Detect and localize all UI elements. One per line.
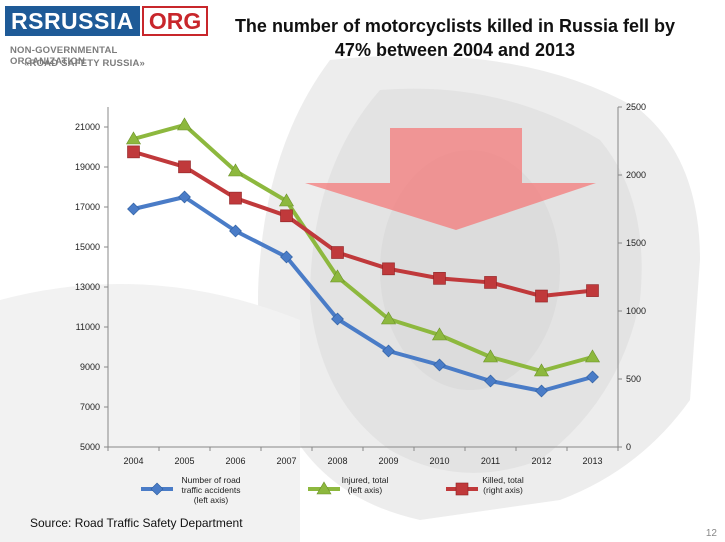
series-line-accidents xyxy=(133,195,594,393)
legend-label-accidents: (left axis) xyxy=(194,495,229,505)
data-point-injured xyxy=(533,363,550,377)
chart-title: The number of motorcyclists killed in Ru… xyxy=(215,14,695,62)
x-axis-tick-label: 2006 xyxy=(225,456,245,466)
x-axis-tick-label: 2013 xyxy=(582,456,602,466)
data-point-killed xyxy=(127,145,140,159)
right-axis-tick-label: 2500 xyxy=(626,102,646,112)
data-point-injured xyxy=(176,117,193,131)
data-point-accidents xyxy=(586,370,599,384)
left-axis-tick-label: 19000 xyxy=(75,162,100,172)
data-point-injured xyxy=(278,193,295,207)
series-line-killed xyxy=(132,149,593,299)
x-axis-tick-label: 2009 xyxy=(378,456,398,466)
data-point-injured xyxy=(125,131,142,145)
data-point-killed xyxy=(280,209,293,223)
right-axis-tick-label: 1000 xyxy=(626,306,646,316)
series-line-injured xyxy=(132,123,594,373)
left-axis-tick-label: 21000 xyxy=(75,122,100,132)
logo: RSRUSSIA ORG xyxy=(5,6,209,36)
data-point-injured xyxy=(329,269,346,283)
data-point-killed xyxy=(586,284,599,297)
data-point-accidents xyxy=(127,202,140,216)
data-point-injured xyxy=(584,349,601,363)
down-arrow-icon xyxy=(305,128,596,230)
x-axis-tick-label: 2010 xyxy=(429,456,449,466)
page-number: 12 xyxy=(705,528,717,539)
title-line-1: The number of motorcyclists killed in Ru… xyxy=(234,16,676,36)
data-point-accidents xyxy=(280,250,293,264)
data-point-accidents xyxy=(382,344,395,358)
right-axis-tick-label: 1500 xyxy=(626,238,646,248)
data-point-killed xyxy=(484,276,497,289)
legend-label-killed: (right axis) xyxy=(483,485,523,495)
data-point-injured xyxy=(482,349,499,363)
legend-label-accidents: traffic accidents xyxy=(182,485,241,495)
data-point-killed xyxy=(433,272,446,285)
data-point-killed xyxy=(535,289,548,303)
x-axis-tick-label: 2008 xyxy=(327,456,347,466)
left-axis-tick-label: 17000 xyxy=(75,202,100,212)
data-point-injured xyxy=(227,163,244,177)
data-point-accidents xyxy=(484,374,497,388)
data-point-killed xyxy=(382,262,395,276)
legend-label-injured: (left axis) xyxy=(348,485,383,495)
data-point-accidents xyxy=(229,224,242,238)
left-axis-tick-label: 11000 xyxy=(76,322,100,332)
data-point-accidents xyxy=(178,190,191,204)
x-axis-tick-label: 2011 xyxy=(481,456,500,466)
logo-text-right: ORG xyxy=(141,6,209,36)
legend-marker-killed xyxy=(455,482,469,496)
source-note: Source: Road Traffic Safety Department xyxy=(30,516,243,530)
data-point-injured xyxy=(431,327,448,341)
data-point-killed xyxy=(229,191,242,205)
x-axis-tick-label: 2007 xyxy=(276,456,296,466)
x-axis-tick-label: 2005 xyxy=(174,456,194,466)
organization-type: NON-GOVERNMENTAL ORGANIZATION xyxy=(10,45,118,67)
legend-marker-injured xyxy=(316,481,332,495)
right-axis-tick-label: 2000 xyxy=(626,170,646,180)
right-axis-tick-label: 0 xyxy=(626,442,631,452)
title-line-2: 47% between 2004 and 2013 xyxy=(334,40,576,60)
legend-marker-accidents xyxy=(150,482,164,496)
left-axis-tick-label: 13000 xyxy=(75,282,100,292)
x-axis-tick-label: 2004 xyxy=(123,456,143,466)
left-axis-tick-label: 5000 xyxy=(80,442,100,452)
right-axis-tick-label: 500 xyxy=(626,374,641,384)
legend-label-killed: Killed, total xyxy=(482,475,524,485)
organization-name: «ROAD SAFETY RUSSIA» xyxy=(24,58,146,69)
data-point-killed xyxy=(331,246,344,259)
data-point-accidents xyxy=(331,312,344,326)
data-point-accidents xyxy=(535,384,548,398)
left-axis-tick-label: 7000 xyxy=(80,402,100,412)
data-point-accidents xyxy=(433,358,446,372)
logo-text-left: RSRUSSIA xyxy=(5,6,140,36)
x-axis-tick-label: 2012 xyxy=(531,456,551,466)
left-axis-tick-label: 9000 xyxy=(80,362,100,372)
data-point-injured xyxy=(380,311,397,325)
data-point-killed xyxy=(178,160,191,174)
left-axis-tick-label: 15000 xyxy=(75,242,100,252)
legend-label-injured: Injured, total xyxy=(342,475,389,485)
legend-label-accidents: Number of road xyxy=(181,475,240,485)
